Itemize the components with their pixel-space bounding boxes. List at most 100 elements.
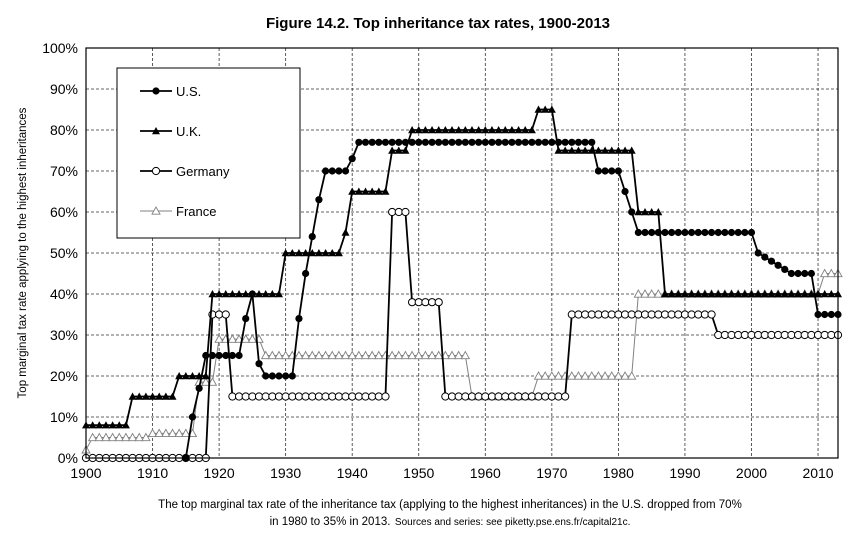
data-point-us xyxy=(475,138,483,146)
data-point-france xyxy=(567,371,577,380)
x-tick-label: 1960 xyxy=(470,465,501,481)
data-point-france xyxy=(267,350,278,360)
data-point-germany xyxy=(381,392,390,401)
data-point-uk xyxy=(121,421,130,429)
data-point-us xyxy=(701,228,709,237)
data-point-uk xyxy=(800,290,809,298)
data-point-france xyxy=(300,350,311,360)
data-point-france xyxy=(626,371,637,380)
data-point-germany xyxy=(787,330,796,340)
y-tick-label: 40% xyxy=(50,286,78,302)
y-tick-label: 20% xyxy=(50,368,78,384)
data-point-germany xyxy=(694,310,703,319)
data-point-uk xyxy=(448,126,457,134)
data-point-uk xyxy=(820,290,829,298)
data-point-france xyxy=(101,432,111,442)
data-point-france xyxy=(161,428,171,438)
data-point-france xyxy=(207,377,218,386)
data-point-germany xyxy=(660,310,670,319)
data-point-us xyxy=(268,372,276,380)
data-point-us xyxy=(561,138,569,146)
y-tick-label: 50% xyxy=(50,245,78,261)
y-tick-label: 70% xyxy=(50,163,78,179)
data-point-germany xyxy=(301,392,310,401)
data-point-france xyxy=(320,350,331,360)
legend-label: Germany xyxy=(176,164,230,179)
data-point-uk xyxy=(281,249,290,257)
data-point-germany xyxy=(654,310,663,319)
data-point-uk xyxy=(621,146,630,154)
data-point-us xyxy=(674,228,682,237)
data-point-us xyxy=(614,167,622,175)
x-tick-label: 1900 xyxy=(70,465,101,481)
data-point-germany xyxy=(281,392,290,401)
data-point-france xyxy=(121,432,131,442)
data-point-uk xyxy=(780,290,789,298)
data-point-us xyxy=(648,228,656,237)
caption-sources: Sources and series: see piketty.pse.ens.… xyxy=(395,517,631,528)
data-point-france xyxy=(327,350,337,360)
data-point-germany xyxy=(314,392,324,401)
data-point-uk xyxy=(161,392,170,400)
data-point-uk xyxy=(514,126,523,134)
data-point-france xyxy=(347,350,357,360)
data-point-us xyxy=(348,155,356,163)
data-point-uk xyxy=(274,290,283,298)
data-point-us xyxy=(707,228,716,237)
legend-box xyxy=(116,67,301,239)
data-point-germany xyxy=(461,392,470,401)
data-point-germany xyxy=(288,392,297,401)
data-point-uk xyxy=(680,290,689,298)
data-point-france xyxy=(387,350,397,360)
data-point-us xyxy=(455,138,463,146)
data-point-uk xyxy=(814,290,823,298)
data-point-us xyxy=(747,228,756,237)
data-point-uk xyxy=(494,126,503,134)
data-point-germany xyxy=(294,392,304,401)
data-point-us xyxy=(588,138,596,146)
data-point-us xyxy=(321,167,330,175)
data-point-germany xyxy=(634,310,643,319)
legend-item-uk: U.K. xyxy=(140,124,201,139)
data-point-germany xyxy=(527,392,536,401)
data-point-germany xyxy=(514,392,523,401)
data-point-germany xyxy=(487,392,497,401)
data-point-france xyxy=(260,350,271,360)
data-point-france xyxy=(147,428,158,438)
data-point-germany xyxy=(388,207,397,217)
data-point-germany xyxy=(627,310,636,319)
data-point-germany xyxy=(707,310,716,319)
data-point-germany xyxy=(368,392,377,401)
data-point-germany xyxy=(274,392,284,401)
data-point-germany xyxy=(401,207,410,217)
series-group xyxy=(81,105,843,463)
data-point-germany xyxy=(348,392,357,401)
data-point-us xyxy=(794,269,802,278)
data-point-uk xyxy=(294,249,303,257)
y-tick-label: 90% xyxy=(50,81,78,97)
data-point-us xyxy=(514,138,523,146)
data-point-uk xyxy=(687,290,696,298)
data-point-uk xyxy=(594,146,603,154)
data-point-france xyxy=(427,350,437,360)
data-point-france xyxy=(606,371,617,380)
data-point-germany xyxy=(254,392,264,401)
data-point-uk xyxy=(760,290,769,298)
data-point-uk xyxy=(308,249,317,257)
data-point-germany xyxy=(687,310,696,319)
data-point-france xyxy=(447,350,457,360)
data-point-uk xyxy=(694,290,703,298)
data-point-germany xyxy=(674,310,683,319)
data-point-us xyxy=(335,167,343,175)
data-point-us xyxy=(634,228,642,237)
legend-item-france: France xyxy=(140,204,216,219)
data-point-us xyxy=(754,249,762,257)
data-point-germany xyxy=(561,392,570,401)
data-point-france xyxy=(613,371,624,380)
data-point-germany xyxy=(607,310,616,319)
data-point-us xyxy=(302,269,310,278)
data-point-germany xyxy=(414,298,423,307)
data-point-uk xyxy=(634,208,643,216)
data-point-uk xyxy=(428,126,437,134)
x-tick-label: 1920 xyxy=(204,465,235,481)
